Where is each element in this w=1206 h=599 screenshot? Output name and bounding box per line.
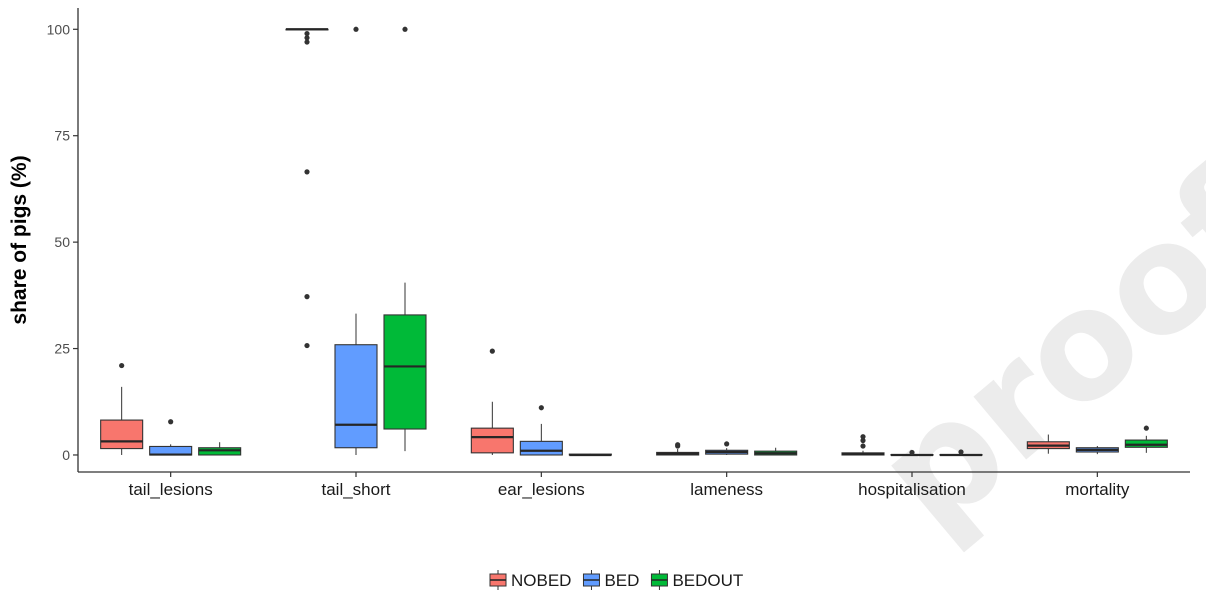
legend-item-nobed: NOBED <box>489 570 571 590</box>
outlier-point <box>304 30 310 37</box>
box-bedout-tail_lesions <box>198 442 242 456</box>
legend-label: BEDOUT <box>672 571 743 590</box>
box-body <box>334 344 378 449</box>
outlier-point <box>860 443 866 449</box>
y-axis-ticks: 0 25 50 75 100 <box>47 21 78 463</box>
box-bed-tail_lesions <box>149 419 193 456</box>
box-bed-lameness <box>705 441 749 455</box>
x-axis-ticks: tail_lesions tail_short ear_lesions lamenes… <box>129 472 1130 499</box>
box-body <box>470 427 514 454</box>
outlier-point <box>402 26 408 32</box>
box-nobed-ear_lesions <box>470 348 514 455</box>
legend-item-bedout: BEDOUT <box>650 570 743 590</box>
x-tick-label: lameness <box>690 480 763 499</box>
outlier-point <box>724 441 730 447</box>
box-nobed-hospitalisation <box>841 434 885 456</box>
outlier-point <box>304 294 310 300</box>
box-nobed-lameness <box>656 442 700 456</box>
outlier-point <box>909 449 915 456</box>
outlier-point <box>119 362 125 369</box>
box-nobed-tail_lesions <box>100 362 144 455</box>
box-bed-tail_short <box>334 26 378 455</box>
box-bedout-tail_short <box>383 26 427 452</box>
y-tick-label: 100 <box>47 21 71 37</box>
outlier-point <box>304 39 310 45</box>
legend-label: BED <box>604 571 639 590</box>
outlier-point <box>353 26 359 32</box>
outlier-point <box>304 169 310 175</box>
outlier-point <box>860 437 866 444</box>
box-bed-hospitalisation <box>890 449 934 457</box>
box-body <box>383 314 427 430</box>
y-tick-label: 50 <box>54 234 70 250</box>
x-tick-label: mortality <box>1065 480 1130 499</box>
y-tick-label: 0 <box>62 447 70 463</box>
y-tick-label: 75 <box>54 128 70 144</box>
plot-area <box>100 26 1168 457</box>
y-tick-label: 25 <box>54 341 70 357</box>
legend-label: NOBED <box>511 571 571 590</box>
box-bedout-mortality <box>1124 425 1168 453</box>
outlier-point <box>304 342 310 349</box>
box-bed-mortality <box>1075 446 1119 455</box>
outlier-point <box>675 442 681 448</box>
legend: NOBED BED BEDOUT <box>489 570 743 590</box>
outlier-point <box>489 348 495 354</box>
x-tick-label: tail_lesions <box>129 480 213 499</box>
box-body <box>100 419 144 450</box>
box-bed-ear_lesions <box>519 405 563 456</box>
box-bedout-ear_lesions <box>568 453 612 457</box>
outlier-point <box>1143 425 1149 431</box>
x-tick-label: ear_lesions <box>498 480 585 499</box>
box-body <box>519 440 563 456</box>
x-tick-label: hospitalisation <box>858 480 966 499</box>
box-nobed-tail_short <box>285 28 329 349</box>
outlier-point <box>860 434 866 440</box>
outlier-point <box>958 449 964 455</box>
y-axis-title: share of pigs (%) <box>8 155 31 324</box>
box-nobed-mortality <box>1026 434 1070 454</box>
legend-item-bed: BED <box>582 570 639 590</box>
box-bedout-hospitalisation <box>939 449 983 457</box>
outlier-point <box>304 35 310 41</box>
box-bedout-lameness <box>754 447 798 456</box>
outlier-point <box>538 405 544 411</box>
x-tick-label: tail_short <box>322 480 391 499</box>
outlier-point <box>168 419 174 425</box>
